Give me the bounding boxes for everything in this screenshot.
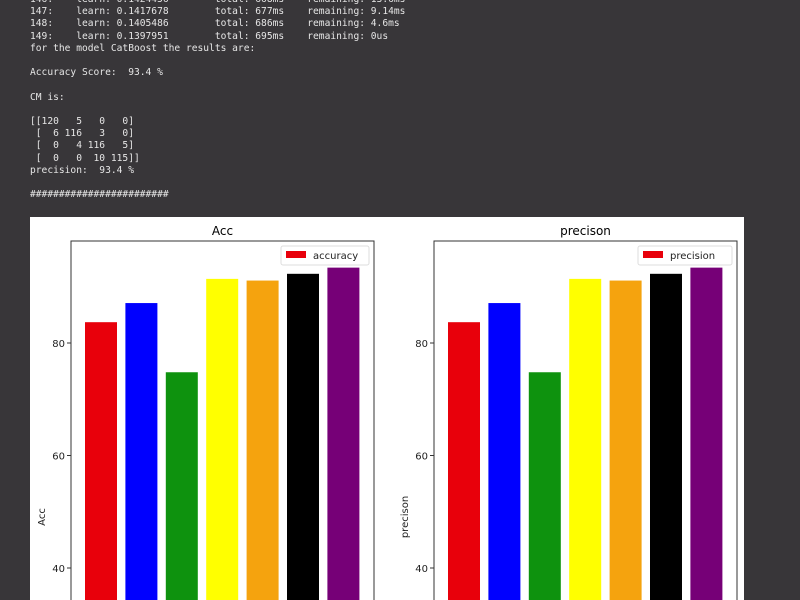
- bar-0: [85, 322, 117, 600]
- console-line: [30, 55, 405, 67]
- chart-title: Acc: [212, 224, 233, 238]
- bar-6: [690, 267, 723, 600]
- y-tick-label: 80: [52, 339, 65, 350]
- console-output: 146: learn: 0.1424456 total: 668ms remai…: [30, 0, 405, 201]
- bar-4: [246, 280, 279, 600]
- chart-title: precison: [560, 224, 611, 238]
- console-line: 147: learn: 0.1417678 total: 677ms remai…: [30, 6, 406, 18]
- legend-swatch: [286, 251, 306, 258]
- matplotlib-figure: Acc 40 60 80 Acc accuracy precison 40 60 80 precis…: [30, 217, 744, 600]
- console-line: [ 0 4 116 5]: [30, 140, 134, 152]
- y-tick-label: 60: [52, 452, 65, 463]
- y-axis-label: precison: [400, 496, 411, 538]
- bar-5: [287, 273, 319, 600]
- console-line: [[120 5 0 0]: [30, 115, 134, 127]
- console-line: [ 6 116 3 0]: [30, 128, 134, 140]
- axes-frame: [433, 240, 738, 600]
- y-tick-label: 60: [415, 452, 428, 463]
- console-line: ########################: [30, 189, 169, 201]
- charts-svg: Acc406080Accaccuracyprecison406080precis…: [37, 224, 738, 600]
- y-tick-label: 40: [415, 564, 428, 575]
- bar-0: [448, 322, 480, 600]
- legend-label: precision: [670, 251, 715, 262]
- console-line: 146: learn: 0.1424456 total: 668ms remai…: [30, 0, 405, 6]
- legend-box: [637, 245, 733, 266]
- legend-box: [280, 245, 370, 266]
- console-line: precision: 93.4 %: [30, 164, 134, 176]
- bar-3: [206, 278, 239, 600]
- console-line: Accuracy Score: 93.4 %: [30, 67, 163, 79]
- y-tick-label: 80: [415, 339, 428, 350]
- y-axis-label: Acc: [37, 508, 48, 526]
- console-line: [30, 104, 405, 116]
- bar-1: [488, 303, 521, 600]
- bar-2: [528, 372, 561, 600]
- bar-1: [125, 303, 158, 600]
- console-line: [ 0 0 10 115]]: [30, 152, 140, 164]
- console-line: CM is:: [30, 91, 65, 103]
- chart-1: precison 40 60 80 precison precision: [400, 224, 738, 600]
- legend-label: accuracy: [313, 251, 358, 262]
- console-line: [30, 177, 405, 189]
- console-line: 149: learn: 0.1397951 total: 695ms remai…: [30, 30, 389, 42]
- legend-swatch: [643, 251, 663, 258]
- console-line: for the model CatBoost the results are:: [30, 42, 256, 54]
- bar-5: [650, 273, 682, 600]
- console-line: 148: learn: 0.1405486 total: 686ms remai…: [30, 18, 400, 30]
- y-tick-label: 40: [52, 564, 65, 575]
- bar-2: [165, 372, 198, 600]
- bar-6: [327, 267, 360, 600]
- axes-frame: [70, 240, 375, 600]
- chart-0: Acc 40 60 80 Acc accuracy: [37, 224, 375, 600]
- console-line: [30, 79, 405, 91]
- bar-4: [609, 280, 642, 600]
- bar-3: [569, 278, 602, 600]
